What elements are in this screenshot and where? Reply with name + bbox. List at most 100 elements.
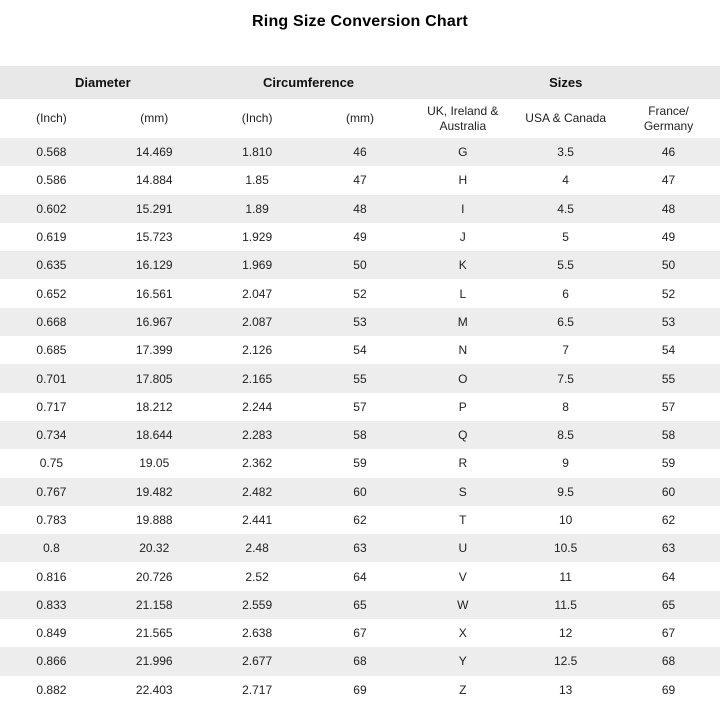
table-cell: 67 — [308, 619, 412, 648]
group-header-diameter: Diameter — [0, 66, 206, 99]
table-cell: 19.888 — [102, 505, 206, 535]
table-cell: S — [411, 477, 515, 506]
table-cell: 54 — [308, 336, 412, 365]
table-cell: 60 — [308, 477, 412, 506]
table-cell: 0.568 — [0, 138, 103, 167]
table-cell: 0.767 — [0, 477, 103, 506]
table-cell: 1.89 — [205, 194, 309, 223]
table-cell: 17.805 — [102, 364, 206, 393]
table-row: 0.849 21.565 2.638 67 X 12 67 — [0, 619, 720, 648]
table-cell: 50 — [308, 251, 412, 280]
table-cell: 48 — [308, 194, 412, 223]
table-row: 0.717 18.212 2.244 57 P 8 57 — [0, 392, 720, 421]
table-cell: 47 — [617, 166, 720, 195]
table-cell: 0.668 — [0, 307, 103, 337]
table-cell: 63 — [617, 534, 720, 563]
column-header-label: USA & Canada — [525, 111, 606, 125]
table-cell: 13 — [514, 675, 618, 704]
column-header-diameter-inch: (Inch) — [0, 99, 103, 138]
column-header-usa-canada: USA & Canada — [514, 99, 618, 138]
table-cell: G — [411, 138, 515, 167]
table-cell: 0.619 — [0, 222, 103, 252]
table-cell: 0.701 — [0, 364, 103, 393]
table-cell: 1.85 — [205, 166, 309, 195]
table-cell: 55 — [617, 364, 720, 393]
table-row: 0.734 18.644 2.283 58 Q 8.5 58 — [0, 420, 720, 450]
table-cell: 2.244 — [205, 392, 309, 421]
column-header-uk-ireland-australia: UK, Ireland & Australia — [411, 99, 515, 138]
table-cell: 15.291 — [102, 194, 206, 223]
table-cell: 1.810 — [205, 138, 309, 167]
table-cell: 7.5 — [514, 364, 618, 393]
table-cell: 48 — [617, 194, 720, 223]
table-cell: K — [411, 251, 515, 280]
table-cell: 0.717 — [0, 392, 103, 421]
table-cell: 64 — [617, 562, 720, 591]
table-row: 0.602 15.291 1.89 48 I 4.5 48 — [0, 194, 720, 223]
table-row: 0.619 15.723 1.929 49 J 5 49 — [0, 222, 720, 252]
table-row: 0.866 21.996 2.677 68 Y 12.5 68 — [0, 647, 720, 676]
table-cell: P — [411, 392, 515, 421]
table-cell: 46 — [617, 138, 720, 167]
table-cell: 4 — [514, 166, 618, 195]
table-cell: 55 — [308, 364, 412, 393]
table-cell: 0.635 — [0, 251, 103, 280]
table-row: 0.816 20.726 2.52 64 V 11 64 — [0, 562, 720, 591]
table-cell: 46 — [308, 138, 412, 167]
table-cell: 50 — [617, 251, 720, 280]
table-cell: 20.726 — [102, 562, 206, 591]
table-cell: 2.48 — [205, 534, 309, 563]
table-cell: 69 — [308, 675, 412, 704]
table-row: 0.685 17.399 2.126 54 N 7 54 — [0, 336, 720, 365]
table-cell: 2.482 — [205, 477, 309, 506]
table-cell: 62 — [308, 505, 412, 535]
table-cell: 0.783 — [0, 505, 103, 535]
table-cell: 22.403 — [102, 675, 206, 704]
table-cell: 57 — [308, 392, 412, 421]
table-cell: 6 — [514, 279, 618, 308]
table-cell: 64 — [308, 562, 412, 591]
table-cell: 49 — [617, 222, 720, 252]
table-cell: 8.5 — [514, 420, 618, 450]
table-cell: 2.126 — [205, 336, 309, 365]
table-cell: 68 — [308, 647, 412, 676]
table-cell: 1.969 — [205, 251, 309, 280]
group-header-circumference: Circumference — [205, 66, 412, 99]
table-cell: T — [411, 505, 515, 535]
table-cell: 62 — [617, 505, 720, 535]
table-header: Diameter Circumference Sizes (Inch) (mm)… — [0, 66, 720, 138]
table-cell: 2.52 — [205, 562, 309, 591]
table-row: 0.652 16.561 2.047 52 L 6 52 — [0, 279, 720, 308]
table-cell: 59 — [617, 449, 720, 478]
table-cell: 4.5 — [514, 194, 618, 223]
table-cell: 65 — [308, 590, 412, 620]
table-cell: 5.5 — [514, 251, 618, 280]
column-header-label: (Inch) — [241, 111, 273, 125]
table-row: 0.568 14.469 1.810 46 G 3.5 46 — [0, 138, 720, 167]
table-cell: 60 — [617, 477, 720, 506]
table-cell: 2.717 — [205, 675, 309, 704]
table-cell: 12 — [514, 619, 618, 648]
table-cell: 16.129 — [102, 251, 206, 280]
table-cell: 0.685 — [0, 336, 103, 365]
column-header-label: (Inch) — [36, 111, 67, 125]
table-cell: 21.996 — [102, 647, 206, 676]
table-cell: 9.5 — [514, 477, 618, 506]
table-cell: 2.638 — [205, 619, 309, 648]
table-cell: H — [411, 166, 515, 195]
column-header-diameter-mm: (mm) — [102, 99, 206, 138]
table-cell: M — [411, 307, 515, 337]
column-header-circumference-inch: (Inch) — [205, 99, 309, 138]
table-cell: 21.158 — [102, 590, 206, 620]
table-cell: 0.833 — [0, 590, 103, 620]
table-row: 0.701 17.805 2.165 55 O 7.5 55 — [0, 364, 720, 393]
table-cell: 19.05 — [102, 449, 206, 478]
table-cell: 2.677 — [205, 647, 309, 676]
table-row: 0.586 14.884 1.85 47 H 4 47 — [0, 166, 720, 195]
table-cell: 21.565 — [102, 619, 206, 648]
table-cell: 59 — [308, 449, 412, 478]
table-cell: 20.32 — [102, 534, 206, 563]
table-row: 0.767 19.482 2.482 60 S 9.5 60 — [0, 477, 720, 506]
table-cell: J — [411, 222, 515, 252]
table-cell: 2.283 — [205, 420, 309, 450]
